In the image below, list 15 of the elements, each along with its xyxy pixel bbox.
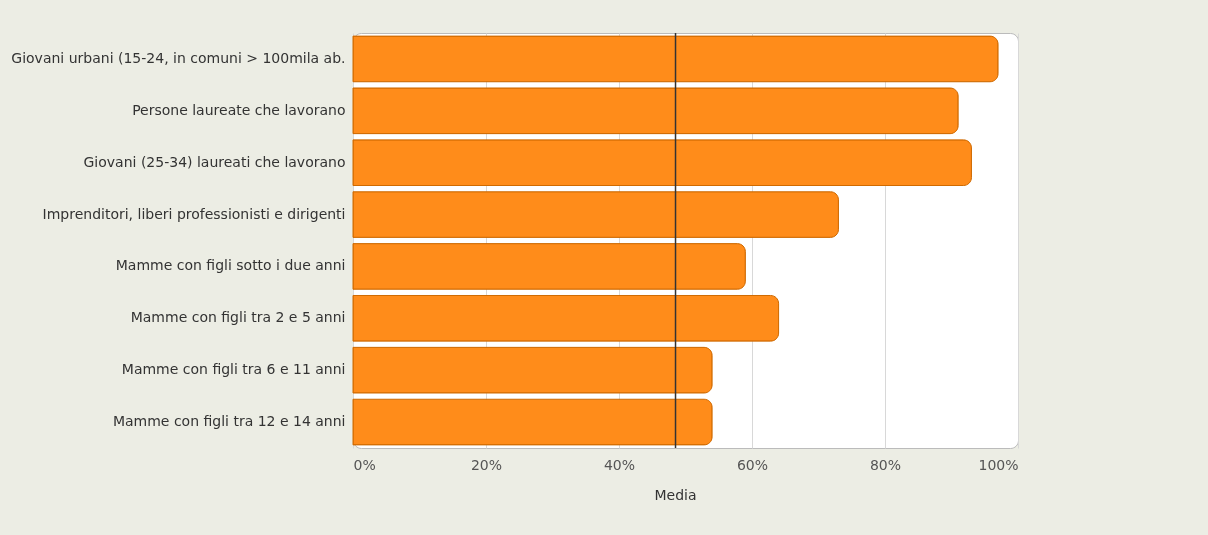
y-tick-label: Mamme con figli tra 2 e 5 anni bbox=[130, 309, 346, 326]
x-tick-label: 20% bbox=[470, 456, 503, 473]
y-tick-label: Mamme con figli sotto i due anni bbox=[115, 257, 346, 274]
x-tick-label: 80% bbox=[869, 456, 902, 473]
x-tick-label: 60% bbox=[736, 456, 769, 473]
y-tick-label: Giovani urbani (15-24, in comuni > 100mila ab. bbox=[11, 49, 346, 66]
y-tick-label: Imprenditori, liberi professionisti e dirigenti bbox=[42, 205, 346, 222]
y-tick-label: Mamme con figli tra 12 e 14 anni bbox=[112, 413, 346, 430]
y-tick-label: Giovani (25-34) laureati che lavorano bbox=[83, 153, 346, 170]
x-tick-label: 100% bbox=[978, 456, 1019, 473]
y-tick-label: Persone laureate che lavorano bbox=[132, 101, 346, 118]
y-tick-label: Mamme con figli tra 6 e 11 anni bbox=[121, 361, 346, 378]
x-tick-label: 40% bbox=[603, 456, 636, 473]
x-tick-label: 0% bbox=[353, 456, 376, 473]
ref-line-label: Media bbox=[654, 487, 697, 503]
